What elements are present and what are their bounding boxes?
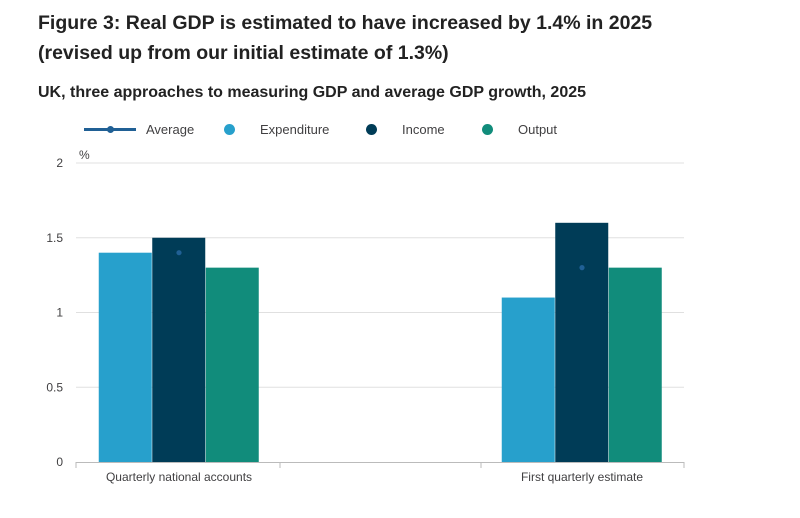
point-average xyxy=(176,250,182,256)
chart-title-line-1: Figure 3: Real GDP is estimated to have … xyxy=(38,12,653,34)
bar-income xyxy=(152,237,206,462)
chart-title: Figure 3: Real GDP is estimated to have … xyxy=(38,8,652,68)
legend-item-average: Average xyxy=(84,122,194,137)
legend-swatch-output xyxy=(482,124,493,135)
x-tick-label: Quarterly national accounts xyxy=(106,470,252,484)
legend-item-output: Output xyxy=(482,122,557,137)
legend-label-output: Output xyxy=(518,122,558,137)
y-tick-label: 0.5 xyxy=(46,380,63,394)
y-tick-label: 1.5 xyxy=(46,231,63,245)
bar-output xyxy=(608,267,662,462)
legend-swatch-expenditure xyxy=(224,124,235,135)
y-tick-label: 1 xyxy=(56,306,63,320)
legend-item-expenditure: Expenditure xyxy=(224,122,329,137)
bar-expenditure xyxy=(501,297,555,462)
point-average xyxy=(579,265,585,271)
bar-income xyxy=(555,222,609,462)
chart-subtitle: UK, three approaches to measuring GDP an… xyxy=(38,84,587,101)
y-tick-label: 2 xyxy=(56,156,63,170)
legend-label-income: Income xyxy=(402,122,445,137)
legend-swatch-average xyxy=(84,126,136,133)
legend-swatch-income xyxy=(366,124,377,135)
y-tick-label: 0 xyxy=(56,455,63,469)
y-axis-unit-label: % xyxy=(79,148,90,162)
x-tick-label: First quarterly estimate xyxy=(521,470,643,484)
legend-label-expenditure: Expenditure xyxy=(260,122,330,137)
legend-label-average: Average xyxy=(146,122,195,137)
bar-output xyxy=(205,267,259,462)
bar-expenditure xyxy=(98,252,152,462)
legend-item-income: Income xyxy=(366,122,445,137)
chart-title-line-2: (revised up from our initial estimate of… xyxy=(38,42,449,64)
